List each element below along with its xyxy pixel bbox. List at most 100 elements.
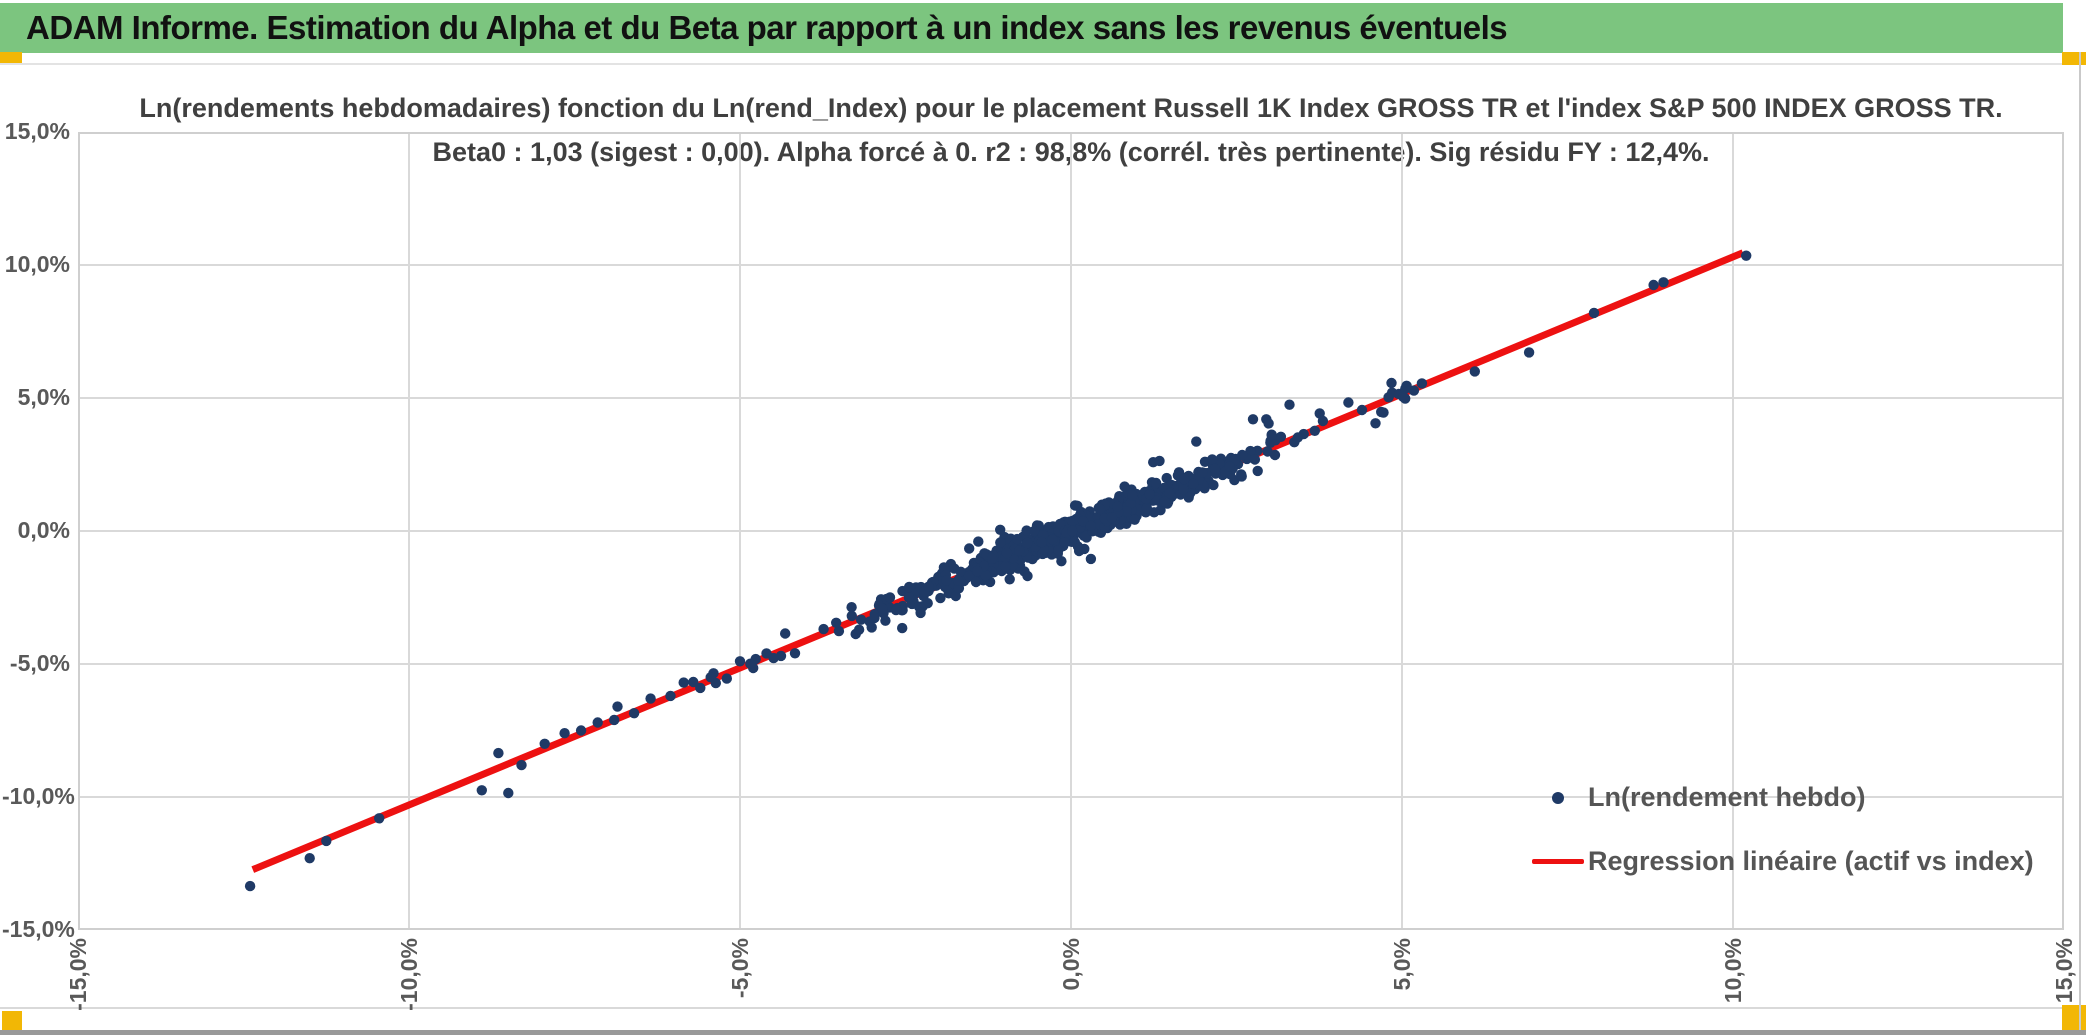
y-axis-tick-label: -5,0%: [9, 650, 70, 676]
scatter-point: [1125, 497, 1136, 509]
scatter-point: [833, 625, 845, 637]
scatter-point: [1154, 455, 1165, 467]
scatter-point: [1012, 533, 1023, 545]
scatter-point: [1178, 484, 1189, 495]
page-bottom-bar: [0, 1030, 2086, 1035]
scatter-point: [1059, 537, 1070, 548]
scatter-point: [1085, 520, 1097, 531]
scatter-point: [1112, 501, 1123, 512]
scatter-point: [1163, 488, 1175, 499]
scatter-point: [1292, 432, 1304, 443]
scatter-point: [665, 690, 676, 702]
scatter-point: [1197, 467, 1208, 478]
scatter-point: [1224, 461, 1236, 472]
scatter-point: [1284, 399, 1295, 410]
scatter-point: [970, 576, 982, 588]
scatter-point: [1249, 454, 1261, 465]
y-axis-tick-label: 0,0%: [17, 517, 70, 543]
scatter-point: [963, 570, 975, 582]
scatter-point: [609, 714, 620, 726]
scatter-point: [1188, 478, 1199, 489]
scatter-point: [1266, 429, 1277, 441]
scatter-point: [869, 612, 880, 624]
scatter-point: [1401, 380, 1412, 391]
scatter-point: [1343, 397, 1354, 408]
legend-dot-marker: [1552, 792, 1564, 804]
scatter-point: [890, 604, 902, 616]
scatter-point: [1236, 471, 1247, 482]
scatter-point: [1309, 425, 1321, 436]
scatter-point: [1469, 366, 1481, 377]
x-axis-tick-label: 5,0%: [1389, 938, 1415, 991]
legend-line-marker: [1532, 859, 1584, 864]
scatter-point: [1356, 404, 1368, 416]
scatter-point: [780, 628, 791, 639]
scatter-point: [575, 725, 587, 736]
scatter-point: [1036, 536, 1047, 548]
scatter-point: [1263, 418, 1274, 429]
x-axis-tick-label: 10,0%: [1720, 938, 1746, 1004]
scatter-point: [1208, 479, 1219, 491]
scatter-point: [884, 592, 896, 603]
scatter-point: [915, 607, 926, 619]
scatter-point: [1317, 415, 1329, 427]
scatter-point: [1069, 500, 1081, 511]
plot-border: [78, 132, 2064, 930]
scatter-point: [476, 785, 487, 796]
header-divider: [0, 63, 2063, 65]
scatter-point: [1209, 463, 1221, 474]
chart-bottom-rule: [0, 1007, 2062, 1009]
scatter-point: [1077, 516, 1089, 527]
x-axis-tick-label: 15,0%: [2051, 938, 2077, 1004]
scatter-point: [1265, 437, 1276, 448]
y-axis-tick-label: -10,0%: [2, 783, 75, 809]
scatter-point: [1129, 514, 1140, 525]
scatter-point: [972, 565, 983, 577]
x-axis-tick-label: -5,0%: [727, 938, 753, 999]
scatter-point: [1179, 473, 1190, 485]
scatter-point: [1022, 570, 1033, 582]
chart-title-line1: Ln(rendements hebdomadaires) fonction du…: [139, 93, 2003, 123]
report-title: ADAM Informe. Estimation du Alpha et du …: [26, 9, 1508, 46]
scatter-point: [612, 701, 623, 712]
scatter-point: [1741, 250, 1752, 261]
scatter-point: [818, 623, 829, 635]
scatter-point: [955, 566, 966, 577]
corner-accent-bottom-left: [2, 1011, 22, 1030]
scatter-point: [964, 543, 975, 554]
scatter-point: [721, 673, 732, 684]
scatter-point: [1067, 525, 1078, 537]
scatter-point: [1383, 392, 1394, 403]
scatter-point: [628, 708, 640, 719]
scatter-point: [1004, 574, 1015, 585]
scatter-point: [903, 592, 915, 603]
legend-label-scatter: Ln(rendement hebdo): [1588, 782, 1866, 812]
legend-label-regression: Regression linéaire (actif vs index): [1588, 846, 2034, 876]
scatter-point: [973, 536, 984, 547]
corner-accent-top-left: [0, 52, 22, 63]
scatter-point: [1029, 525, 1040, 537]
scatter-point: [1094, 504, 1106, 515]
scatter-point: [1021, 525, 1032, 536]
scatter-point: [1370, 418, 1381, 429]
scatter-point: [1588, 307, 1600, 319]
scatter-point: [952, 575, 964, 586]
scatter-point: [923, 581, 934, 592]
scatter-point: [986, 553, 998, 564]
scatter-point: [831, 617, 842, 628]
scatter-point: [1056, 556, 1067, 567]
scatter-point: [866, 622, 877, 633]
scatter-point: [789, 648, 801, 659]
scatter-point: [995, 537, 1006, 548]
scatter-point: [1398, 391, 1409, 403]
scatter-point: [539, 738, 550, 749]
scatter-point: [1106, 512, 1118, 523]
scatter-point: [935, 592, 946, 604]
x-axis-tick-label: 0,0%: [1058, 938, 1084, 991]
scatter-point: [1523, 347, 1535, 358]
scatter-point: [1658, 277, 1669, 288]
y-axis-tick-label: -15,0%: [2, 916, 75, 942]
scatter-point: [1648, 279, 1659, 291]
scatter-point: [503, 787, 514, 799]
scatter-point: [768, 652, 779, 664]
